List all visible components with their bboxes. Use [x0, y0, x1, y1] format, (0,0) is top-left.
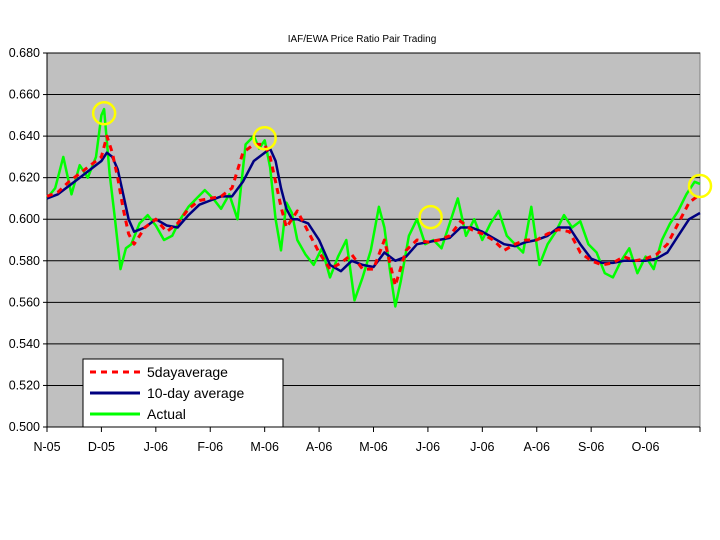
x-tick-label: O-06 [632, 440, 660, 454]
x-tick-label: M-06 [359, 440, 388, 454]
x-tick-label: A-06 [524, 440, 550, 454]
y-axis: 0.500 0.520 0.540 0.560 0.580 0.600 0.620 0.640… [9, 46, 48, 434]
x-tick-label: J-06 [144, 440, 168, 454]
highlight-circles [91, 101, 713, 230]
x-tick-label: S-06 [578, 440, 604, 454]
y-tick-label: 0.680 [9, 46, 40, 60]
series-layer [46, 107, 701, 308]
series-line-actual [46, 107, 701, 308]
x-axis: N-05 D-05 J-06 F-06 M-06 A-06 M-06 J-06 J-06 A-06… [33, 426, 701, 454]
legend-label-10-day-average: 10-day average [147, 385, 245, 401]
x-tick-label: F-06 [197, 440, 223, 454]
series-line-10-day-average [46, 147, 701, 273]
legend: 5dayaverage 10-day average Actual [82, 358, 284, 428]
chart-title: IAF/EWA Price Ratio Pair Trading [288, 34, 437, 45]
highlight-circle [418, 204, 443, 230]
y-tick-label: 0.600 [9, 212, 40, 226]
highlight-circle [91, 101, 117, 126]
y-tick-label: 0.660 [9, 88, 40, 102]
legend-label-actual: Actual [147, 406, 186, 422]
y-tick-label: 0.540 [9, 337, 40, 351]
x-tick-label: D-05 [88, 440, 115, 454]
x-tick-label: N-05 [33, 440, 60, 454]
y-tick-label: 0.640 [9, 129, 40, 143]
x-tick-label: J-06 [416, 440, 440, 454]
legend-label-5dayaverage: 5dayaverage [147, 364, 228, 380]
x-tick-label: M-06 [250, 440, 279, 454]
highlight-circle [252, 125, 277, 151]
y-tick-label: 0.620 [9, 171, 40, 185]
highlight-circle [687, 173, 713, 199]
y-tick-label: 0.560 [9, 295, 40, 309]
x-tick-label: J-06 [470, 440, 494, 454]
y-tick-label: 0.500 [9, 420, 40, 434]
x-tick-label: A-06 [306, 440, 332, 454]
series-line-5dayaverage [46, 134, 701, 288]
y-tick-label: 0.520 [9, 378, 40, 392]
y-tick-label: 0.580 [9, 254, 40, 268]
